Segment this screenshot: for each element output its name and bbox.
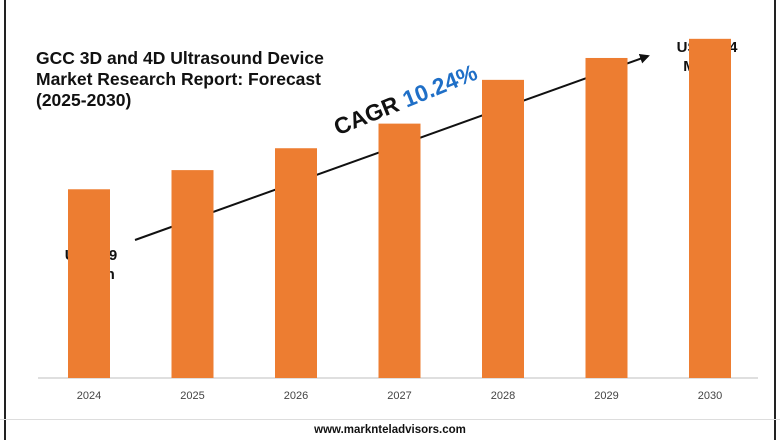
x-tick-label-2029: 2029 [594, 390, 618, 402]
bar-2025 [171, 170, 214, 378]
bar-2030 [689, 38, 731, 379]
x-tick-label-2024: 2024 [77, 390, 101, 402]
bar-2028 [482, 79, 524, 379]
bar-2024 [68, 189, 110, 378]
x-tick-label-2030: 2030 [698, 390, 722, 402]
x-tick-label-2025: 2025 [180, 390, 204, 402]
chart-frame [4, 0, 776, 440]
x-tick-label-2026: 2026 [284, 390, 308, 402]
x-tick-label-2028: 2028 [491, 390, 515, 402]
chart-title: GCC 3D and 4D Ultrasound Device Market R… [36, 48, 324, 110]
bar-2026 [275, 148, 317, 378]
x-tick-label-2027: 2027 [387, 390, 411, 402]
bar-2029 [585, 57, 628, 379]
bar-2027 [378, 123, 421, 378]
bar-chart: 2024 2025 2026 2027 2028 2029 2030 [38, 38, 758, 402]
footer-website: www.marknteladvisors.com [0, 419, 780, 441]
